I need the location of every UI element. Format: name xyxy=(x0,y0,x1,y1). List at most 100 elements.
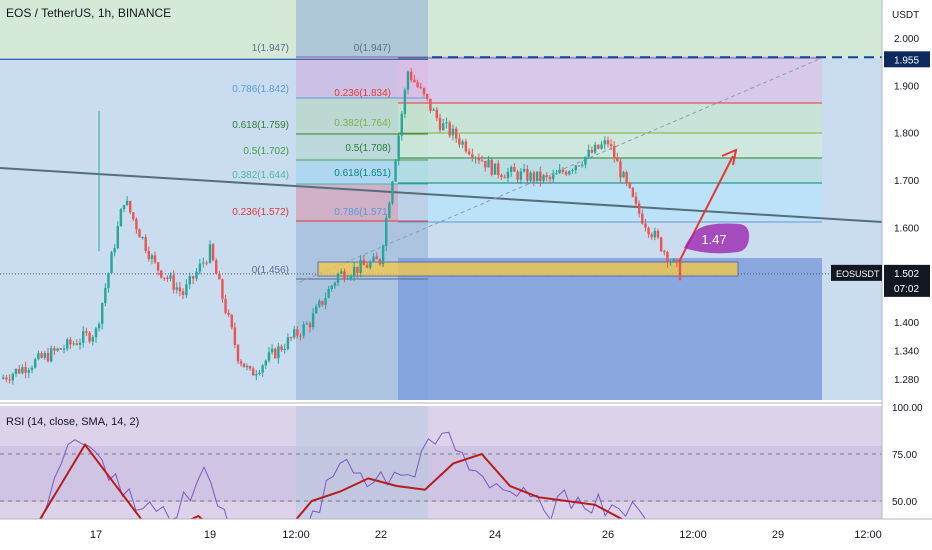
candle-body xyxy=(202,262,205,264)
candle-body xyxy=(56,348,59,351)
candle-body xyxy=(224,299,227,313)
candle-body xyxy=(166,277,169,279)
candle-body xyxy=(484,160,487,168)
support-box xyxy=(317,261,739,277)
candle-body xyxy=(656,230,660,238)
candle-body xyxy=(30,367,34,371)
rsi-range-shade xyxy=(296,406,428,519)
candle-body xyxy=(385,218,388,246)
candle-body xyxy=(653,230,657,238)
candle-body xyxy=(218,273,221,280)
symbol-label: EOSUSDT xyxy=(836,269,880,279)
candle-body xyxy=(397,135,400,161)
candle-body xyxy=(359,260,362,273)
time-tick-label: 12:00 xyxy=(679,529,707,541)
price-tick-label: 1.900 xyxy=(894,81,919,92)
last-price-bg xyxy=(884,264,930,297)
candle-body xyxy=(619,161,622,178)
candle-body xyxy=(113,248,116,253)
candle-body xyxy=(91,337,94,342)
time-tick-label: 17 xyxy=(90,529,102,541)
candle-body xyxy=(264,360,267,366)
candle-body xyxy=(119,209,123,227)
rsi-ma-line xyxy=(0,442,681,546)
fib-right-band xyxy=(398,56,822,103)
candle-body xyxy=(606,140,610,145)
candle-body xyxy=(613,145,616,159)
rsi-title: RSI (14, close, SMA, 14, 2) xyxy=(6,416,140,428)
candle-body xyxy=(330,285,333,289)
candle-body xyxy=(388,203,391,219)
candle-body xyxy=(539,171,542,182)
fib-right-label: 0.618(1.651) xyxy=(334,168,391,179)
fib-right-band xyxy=(398,158,822,183)
candle-body xyxy=(311,313,315,328)
candle-body xyxy=(321,300,324,305)
candle-body xyxy=(535,171,539,181)
candle-body xyxy=(233,327,237,345)
candle-body xyxy=(21,367,24,374)
candle-body xyxy=(293,329,296,338)
candle-body xyxy=(603,140,606,145)
candle-body xyxy=(147,250,150,260)
candle-body xyxy=(270,348,274,353)
candle-body xyxy=(458,138,461,145)
candle-body xyxy=(88,332,91,342)
candle-body xyxy=(448,122,451,136)
candle-body xyxy=(587,149,590,157)
candle-body xyxy=(274,348,277,359)
candle-body xyxy=(542,175,545,182)
candle-body xyxy=(400,113,403,136)
candle-body xyxy=(2,377,5,379)
candle-body xyxy=(138,229,141,238)
candle-body xyxy=(236,344,240,362)
time-tick-label: 22 xyxy=(375,529,387,541)
candle-body xyxy=(564,172,568,175)
candle-body xyxy=(5,377,8,380)
candle-body xyxy=(391,181,394,204)
price-tick-label: 1.600 xyxy=(894,223,919,234)
candle-body xyxy=(555,173,558,175)
candle-body xyxy=(516,171,519,180)
candle-body xyxy=(215,260,218,274)
candle-body xyxy=(185,284,188,295)
callout-bubble xyxy=(684,223,750,254)
candle-body xyxy=(372,256,375,263)
candle-body xyxy=(675,259,679,263)
candle-body xyxy=(378,259,382,265)
candle-body xyxy=(258,372,261,375)
candle-body xyxy=(211,244,215,261)
candle-body xyxy=(467,151,471,155)
rsi-tick-label: 100.00 xyxy=(892,403,923,414)
candle-body xyxy=(487,159,490,168)
candle-body xyxy=(242,363,246,368)
candle-body xyxy=(426,93,429,99)
candle-body xyxy=(299,335,302,337)
candle-body xyxy=(526,168,529,181)
candle-body xyxy=(205,262,208,264)
candle-body xyxy=(27,370,30,373)
candle-body xyxy=(308,323,312,328)
candle-body xyxy=(529,172,532,181)
level-label: 1.955 xyxy=(894,55,919,66)
candle-body xyxy=(59,348,62,350)
candle-body xyxy=(53,348,56,351)
fib-right-label: 0.236(1.834) xyxy=(334,88,391,99)
candle-body xyxy=(666,251,669,263)
candle-body xyxy=(178,287,182,292)
candle-body xyxy=(324,298,327,305)
candle-body xyxy=(581,164,584,166)
candle-body xyxy=(14,368,18,374)
candle-body xyxy=(419,86,422,89)
fib-right-label: 0.786(1.571) xyxy=(334,207,391,218)
candle-body xyxy=(442,123,445,131)
candle-body xyxy=(101,303,104,324)
candle-body xyxy=(616,158,619,162)
fib-left-label: 0(1.456) xyxy=(252,265,289,276)
candle-body xyxy=(239,361,243,364)
projection-arrowhead xyxy=(721,148,738,166)
candle-body xyxy=(413,79,416,83)
price-tick-label: 2.000 xyxy=(894,34,919,45)
candle-body xyxy=(394,160,397,182)
